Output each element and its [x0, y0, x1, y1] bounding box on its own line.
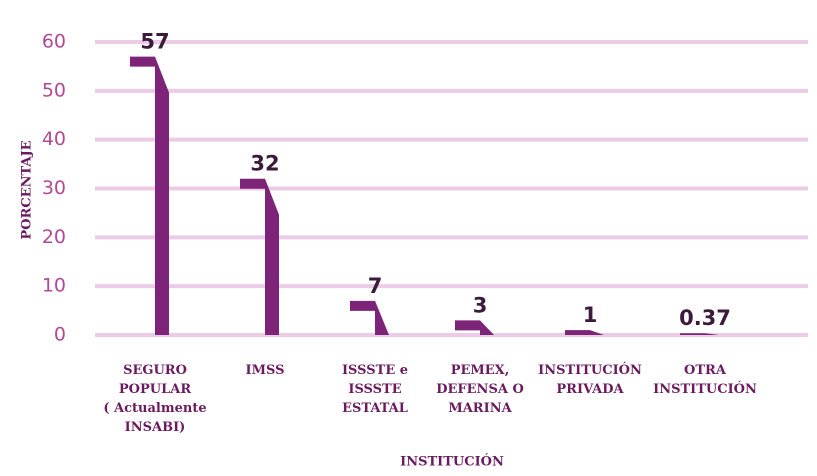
- bar: [130, 56, 169, 336]
- x-tick-label: SEGURO POPULAR( Actualmente INSABI): [103, 363, 206, 435]
- bar: [350, 300, 389, 335]
- y-tick-label: 30: [42, 177, 66, 199]
- y-tick-label: 60: [42, 31, 66, 53]
- bar: [240, 178, 279, 335]
- y-tick-label: 20: [42, 226, 66, 248]
- x-tick-label: PEMEX, DEFENSA O MARINA: [436, 363, 524, 416]
- x-axis-title: INSTITUCIÓN: [400, 453, 504, 470]
- value-label: 0.37: [679, 306, 731, 330]
- x-tick-label: IMSS: [246, 363, 285, 378]
- bar: [455, 320, 494, 335]
- value-label: 32: [250, 152, 279, 176]
- x-tick-label: OTRA INSTITUCIÓN: [653, 363, 757, 397]
- y-tick-label: 50: [42, 79, 66, 101]
- y-tick-label: 0: [54, 324, 66, 346]
- value-label: 7: [368, 274, 383, 298]
- value-label: 1: [583, 303, 598, 327]
- value-label: 3: [473, 293, 488, 317]
- y-axis-title: PORCENTAJE: [20, 140, 35, 239]
- value-label: 57: [140, 30, 169, 54]
- y-tick-label: 10: [42, 275, 66, 297]
- y-tick-label: 40: [42, 128, 66, 150]
- bar: [565, 330, 604, 335]
- bar: [680, 333, 719, 335]
- x-tick-label: ISSSTE e ISSSTE ESTATAL: [342, 363, 408, 416]
- x-tick-label: INSTITUCIÓN PRIVADA: [538, 361, 642, 397]
